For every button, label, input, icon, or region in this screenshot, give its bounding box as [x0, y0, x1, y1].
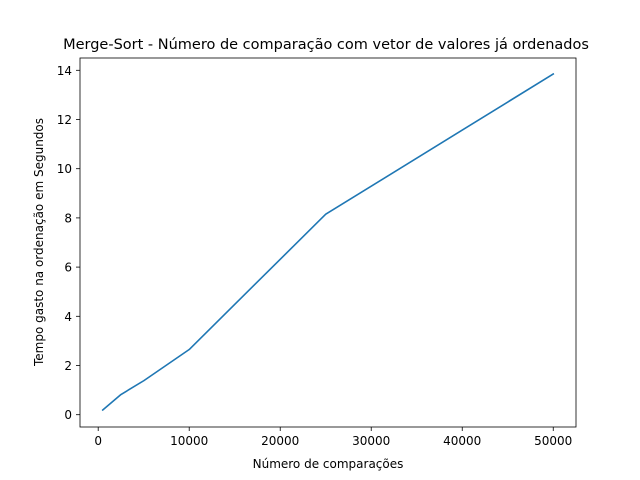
- y-tick-label: 2: [64, 359, 72, 373]
- plot-frame: [79, 57, 577, 428]
- x-axis-label: Número de comparações: [253, 457, 404, 471]
- x-axis: 0 10000 20000 30000 40000 50000: [94, 427, 572, 448]
- y-tick-label: 0: [64, 408, 72, 422]
- y-axis-label: Tempo gasto na ordenação em Segundos: [32, 118, 46, 367]
- y-tick-label: 14: [57, 64, 72, 78]
- x-tick-label: 10000: [170, 434, 208, 448]
- x-tick-label: 0: [94, 434, 102, 448]
- y-tick-label: 8: [64, 211, 72, 225]
- x-tick-label: 20000: [261, 434, 299, 448]
- y-tick-label: 10: [57, 162, 72, 176]
- y-tick-label: 6: [64, 261, 72, 275]
- y-tick-label: 12: [57, 113, 72, 127]
- y-tick-label: 4: [64, 310, 72, 324]
- x-tick-label: 30000: [352, 434, 390, 448]
- series-layer: [101, 72, 555, 412]
- series-line: [101, 72, 555, 412]
- x-tick-label: 40000: [443, 434, 481, 448]
- chart-title: Merge-Sort - Número de comparação com ve…: [63, 37, 589, 53]
- y-axis: 0 2 4 6 8 10 12 14: [57, 64, 80, 422]
- x-tick-label: 50000: [534, 434, 572, 448]
